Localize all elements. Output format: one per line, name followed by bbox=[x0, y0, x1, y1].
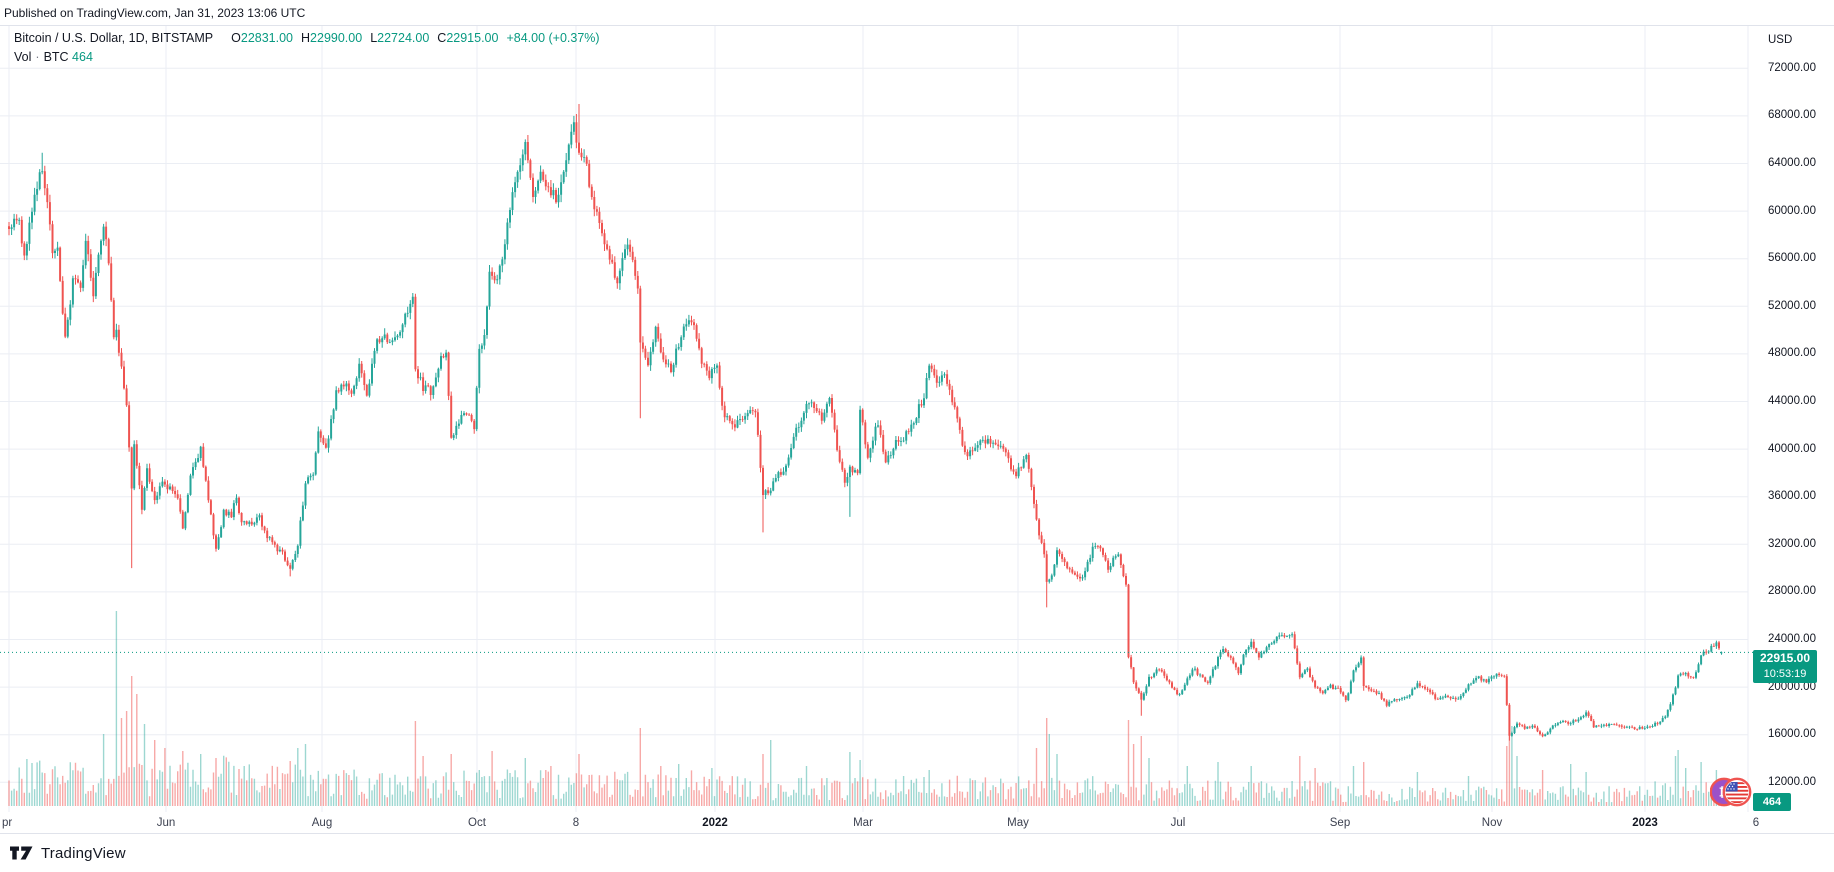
low-label: L bbox=[370, 31, 378, 45]
candle-wicks-down bbox=[8, 104, 1720, 741]
volume-separator: · bbox=[35, 50, 40, 64]
tradingview-logo-icon[interactable] bbox=[10, 845, 33, 861]
price-axis-label: 68000.00 bbox=[1768, 109, 1816, 122]
price-axis-label: 60000.00 bbox=[1768, 204, 1816, 217]
open-value: 22831.00 bbox=[240, 31, 294, 45]
time-axis-label: pr bbox=[2, 817, 13, 829]
published-text: Published on TradingView.com, Jan 31, 20… bbox=[4, 5, 306, 20]
price-axis-label: 16000.00 bbox=[1768, 728, 1816, 741]
time-axis-label: Aug bbox=[311, 817, 333, 829]
price-axis-label: 20000.00 bbox=[1768, 680, 1816, 693]
btc-usd-pair-icon: ₿ bbox=[1710, 777, 1752, 807]
high-label: H bbox=[301, 31, 311, 45]
published-bar: Published on TradingView.com, Jan 31, 20… bbox=[0, 0, 1834, 26]
close-label: C bbox=[437, 31, 447, 45]
candle-bodies-up bbox=[10, 122, 1723, 737]
open-label: O bbox=[231, 31, 241, 45]
time-axis-label: Jul bbox=[1170, 817, 1186, 829]
symbol-legend: Bitcoin / U.S. Dollar, 1D, BITSTAMP O2283… bbox=[14, 30, 600, 66]
footer-brand[interactable]: TradingView bbox=[41, 844, 126, 862]
price-axis-label: 44000.00 bbox=[1768, 395, 1816, 407]
time-axis-label: Oct bbox=[468, 817, 486, 829]
price-axis-label: 56000.00 bbox=[1768, 252, 1816, 265]
time-axis-label: Sep bbox=[1329, 817, 1351, 829]
price-axis-unit: USD bbox=[1768, 34, 1793, 46]
price-axis-label: 64000.00 bbox=[1768, 157, 1816, 169]
change-value: +84.00 (+0.37%) bbox=[506, 31, 600, 45]
candle-wicks-up bbox=[11, 115, 1722, 737]
price-axis-label: 40000.00 bbox=[1768, 442, 1816, 455]
time-axis-label: 6 bbox=[1752, 817, 1760, 829]
close-value: 22915.00 bbox=[446, 31, 499, 45]
price-axis-label: 52000.00 bbox=[1768, 299, 1816, 312]
price-axis-label: 48000.00 bbox=[1768, 347, 1816, 360]
footer-bar: TradingView bbox=[0, 833, 1834, 872]
time-axis-label: Mar bbox=[853, 817, 873, 829]
low-value: 22724.00 bbox=[377, 31, 430, 45]
time-axis-label: Jun bbox=[156, 817, 176, 829]
price-axis-label: 72000.00 bbox=[1768, 61, 1816, 74]
legend-row-volume: Vol · BTC 464 bbox=[14, 49, 600, 66]
time-axis-label: Nov bbox=[1481, 817, 1503, 829]
symbol-title: Bitcoin / U.S. Dollar, 1D, BITSTAMP bbox=[14, 31, 214, 45]
volume-label: Vol bbox=[14, 50, 32, 64]
time-axis-label: 8 bbox=[572, 817, 580, 829]
time-axis-label: 2022 bbox=[702, 817, 728, 829]
current-price-value: 22915.00 bbox=[1759, 651, 1811, 665]
price-axis-label: 28000.00 bbox=[1768, 585, 1816, 598]
current-price-badge: 22915.00 10:53:19 bbox=[1753, 650, 1817, 683]
legend-row-symbol: Bitcoin / U.S. Dollar, 1D, BITSTAMP O2283… bbox=[14, 30, 600, 47]
price-axis-label: 12000.00 bbox=[1768, 775, 1816, 788]
price-axis-label: 32000.00 bbox=[1768, 537, 1816, 550]
time-axis-label: May bbox=[1007, 817, 1029, 829]
price-axis-label: 24000.00 bbox=[1768, 633, 1816, 645]
time-axis-label: 2023 bbox=[1632, 817, 1658, 829]
volume-value: 464 bbox=[72, 50, 93, 64]
candle-bodies-down bbox=[8, 122, 1720, 737]
volume-axis-badge: 464 bbox=[1753, 793, 1791, 811]
price-axis-label: 36000.00 bbox=[1768, 490, 1816, 503]
high-value: 22990.00 bbox=[310, 31, 363, 45]
volume-unit: BTC bbox=[43, 50, 69, 64]
bar-countdown: 10:53:19 bbox=[1763, 668, 1807, 680]
